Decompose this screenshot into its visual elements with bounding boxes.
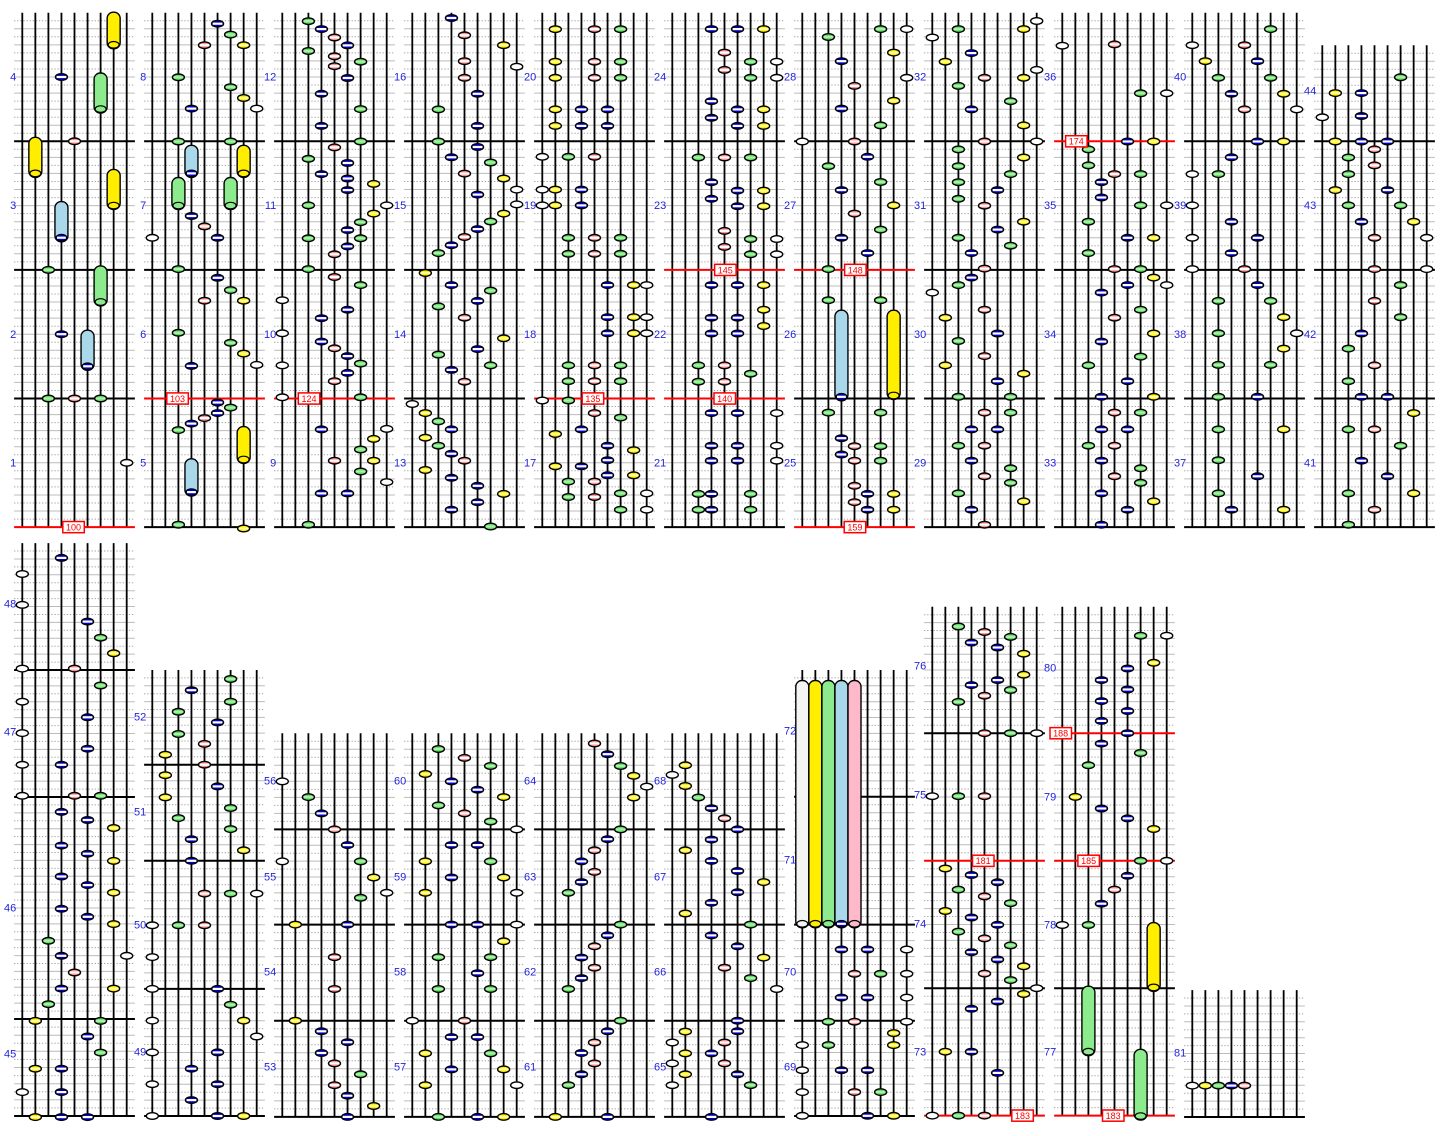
svg-text:76: 76 bbox=[914, 661, 926, 673]
svg-text:79: 79 bbox=[1044, 792, 1056, 804]
svg-text:38: 38 bbox=[1174, 329, 1186, 341]
svg-text:140: 140 bbox=[717, 394, 732, 404]
svg-text:59: 59 bbox=[394, 872, 406, 884]
svg-text:74: 74 bbox=[914, 919, 926, 931]
svg-text:41: 41 bbox=[1304, 457, 1316, 469]
svg-text:103: 103 bbox=[170, 394, 185, 404]
svg-text:70: 70 bbox=[784, 967, 796, 979]
svg-text:19: 19 bbox=[524, 200, 536, 212]
svg-text:60: 60 bbox=[394, 776, 406, 788]
svg-text:7: 7 bbox=[140, 200, 146, 212]
svg-text:5: 5 bbox=[140, 457, 146, 469]
svg-text:42: 42 bbox=[1304, 329, 1316, 341]
svg-text:12: 12 bbox=[264, 72, 276, 84]
svg-text:135: 135 bbox=[585, 394, 600, 404]
svg-text:148: 148 bbox=[848, 265, 863, 275]
svg-text:40: 40 bbox=[1174, 72, 1186, 84]
svg-text:64: 64 bbox=[524, 776, 536, 788]
svg-text:22: 22 bbox=[654, 329, 666, 341]
svg-text:72: 72 bbox=[784, 726, 796, 738]
svg-text:73: 73 bbox=[914, 1047, 926, 1059]
svg-text:183: 183 bbox=[1015, 1111, 1030, 1121]
svg-text:63: 63 bbox=[524, 872, 536, 884]
svg-text:20: 20 bbox=[524, 72, 536, 84]
svg-text:21: 21 bbox=[654, 457, 666, 469]
svg-text:68: 68 bbox=[654, 776, 666, 788]
svg-text:4: 4 bbox=[10, 72, 16, 84]
svg-text:26: 26 bbox=[784, 329, 796, 341]
svg-text:39: 39 bbox=[1174, 200, 1186, 212]
svg-text:25: 25 bbox=[784, 457, 796, 469]
svg-text:159: 159 bbox=[847, 523, 862, 533]
svg-text:44: 44 bbox=[1304, 86, 1316, 98]
svg-text:188: 188 bbox=[1053, 729, 1068, 739]
svg-text:43: 43 bbox=[1304, 200, 1316, 212]
svg-text:28: 28 bbox=[784, 72, 796, 84]
svg-text:67: 67 bbox=[654, 872, 666, 884]
svg-text:30: 30 bbox=[914, 329, 926, 341]
svg-text:8: 8 bbox=[140, 72, 146, 84]
svg-text:124: 124 bbox=[301, 394, 316, 404]
svg-text:3: 3 bbox=[10, 200, 16, 212]
svg-text:53: 53 bbox=[264, 1062, 276, 1074]
svg-text:47: 47 bbox=[4, 727, 16, 739]
svg-text:37: 37 bbox=[1174, 457, 1186, 469]
svg-text:17: 17 bbox=[524, 457, 536, 469]
svg-text:36: 36 bbox=[1044, 72, 1056, 84]
svg-text:24: 24 bbox=[654, 72, 666, 84]
svg-text:1: 1 bbox=[10, 457, 16, 469]
svg-text:52: 52 bbox=[134, 712, 146, 724]
svg-text:66: 66 bbox=[654, 967, 666, 979]
svg-text:46: 46 bbox=[4, 903, 16, 915]
svg-text:81: 81 bbox=[1174, 1048, 1186, 1060]
svg-text:58: 58 bbox=[394, 967, 406, 979]
svg-text:23: 23 bbox=[654, 200, 666, 212]
svg-text:16: 16 bbox=[394, 72, 406, 84]
svg-text:55: 55 bbox=[264, 872, 276, 884]
svg-text:56: 56 bbox=[264, 776, 276, 788]
svg-text:10: 10 bbox=[264, 329, 276, 341]
svg-text:174: 174 bbox=[1069, 137, 1084, 147]
svg-text:185: 185 bbox=[1081, 856, 1096, 866]
svg-text:145: 145 bbox=[718, 265, 733, 275]
svg-text:18: 18 bbox=[524, 329, 536, 341]
svg-text:33: 33 bbox=[1044, 457, 1056, 469]
svg-text:2: 2 bbox=[10, 329, 16, 341]
svg-text:75: 75 bbox=[914, 790, 926, 802]
svg-text:35: 35 bbox=[1044, 200, 1056, 212]
svg-text:71: 71 bbox=[784, 855, 796, 867]
svg-text:100: 100 bbox=[66, 523, 81, 533]
svg-text:11: 11 bbox=[265, 200, 276, 212]
svg-text:69: 69 bbox=[784, 1062, 796, 1074]
svg-text:45: 45 bbox=[4, 1049, 16, 1061]
svg-text:48: 48 bbox=[4, 599, 16, 611]
svg-text:6: 6 bbox=[140, 329, 146, 341]
svg-text:62: 62 bbox=[524, 967, 536, 979]
svg-text:183: 183 bbox=[1106, 1111, 1121, 1121]
svg-text:9: 9 bbox=[270, 457, 276, 469]
svg-text:57: 57 bbox=[394, 1062, 406, 1074]
svg-text:54: 54 bbox=[264, 967, 276, 979]
svg-text:61: 61 bbox=[524, 1062, 536, 1074]
svg-text:15: 15 bbox=[394, 200, 406, 212]
svg-text:34: 34 bbox=[1044, 329, 1056, 341]
svg-text:32: 32 bbox=[914, 72, 926, 84]
svg-text:29: 29 bbox=[914, 457, 926, 469]
svg-text:27: 27 bbox=[784, 200, 796, 212]
svg-text:77: 77 bbox=[1044, 1047, 1056, 1059]
svg-text:65: 65 bbox=[654, 1062, 666, 1074]
svg-text:51: 51 bbox=[134, 807, 146, 819]
svg-text:14: 14 bbox=[394, 329, 406, 341]
svg-text:181: 181 bbox=[976, 856, 991, 866]
svg-text:31: 31 bbox=[914, 200, 926, 212]
svg-text:50: 50 bbox=[134, 920, 146, 932]
svg-text:49: 49 bbox=[134, 1047, 146, 1059]
svg-text:13: 13 bbox=[394, 457, 406, 469]
svg-text:78: 78 bbox=[1044, 920, 1056, 932]
svg-text:80: 80 bbox=[1044, 663, 1056, 675]
